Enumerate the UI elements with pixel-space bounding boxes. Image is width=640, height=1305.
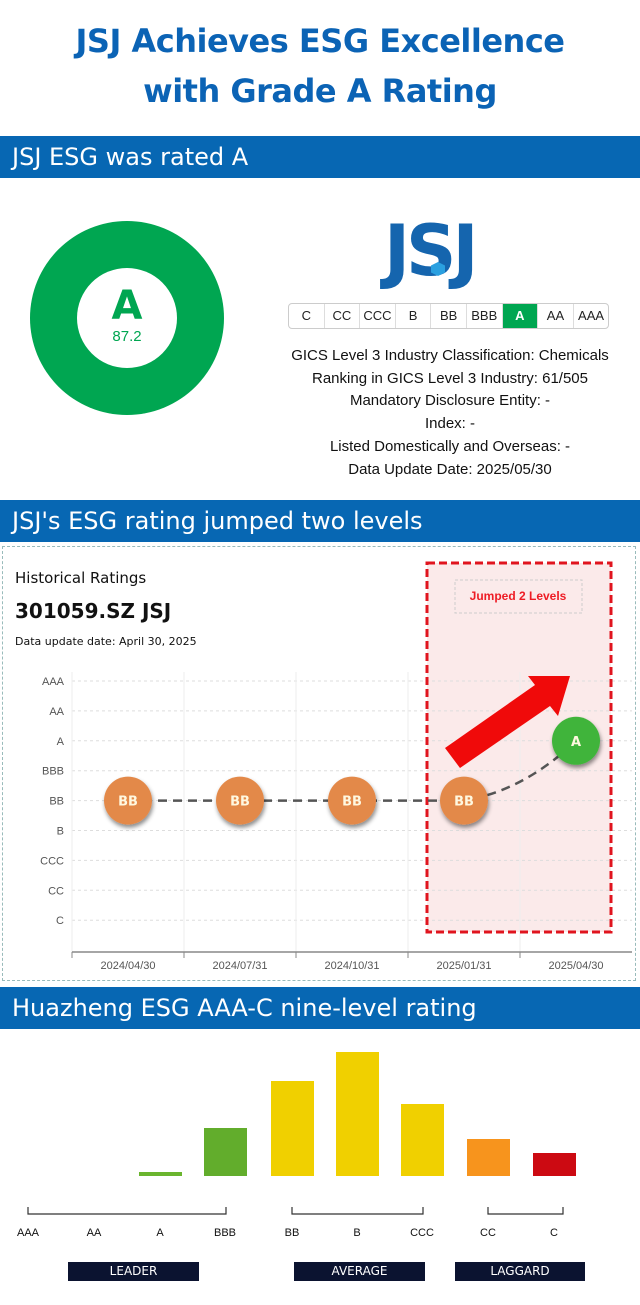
section-heading-jump: JSJ's ESG rating jumped two levels: [0, 500, 640, 542]
bar-a: [139, 1172, 182, 1176]
bar-bb: [271, 1081, 314, 1176]
group-badge-average: AVERAGE: [294, 1262, 425, 1281]
bar-label-bb: BB: [285, 1227, 300, 1239]
chart-title: Historical Ratings: [15, 569, 147, 587]
bar-label-c: C: [550, 1227, 558, 1239]
jsj-logo: JSJ: [384, 210, 478, 292]
group-badge-laggard: LAGGARD: [455, 1262, 585, 1281]
info-line: Index: -: [424, 415, 476, 433]
section-heading-scale: Huazheng ESG AAA-C nine-level rating: [0, 987, 640, 1029]
bar-label-cc: CC: [480, 1227, 496, 1239]
historical-ratings-panel: [2, 546, 636, 981]
rating-scale: C CC CCC B BB BBB A AA AAA: [288, 303, 610, 329]
scale-cell-cc: CC: [325, 304, 361, 328]
group-bracket-laggard: [487, 1207, 564, 1215]
group-bracket-leader: [27, 1207, 227, 1215]
bar-label-bbb: BBB: [214, 1227, 236, 1239]
bar-ccc: [401, 1104, 444, 1176]
bar-b: [336, 1052, 379, 1176]
scale-cell-bb: BB: [431, 304, 467, 328]
info-line: Mandatory Disclosure Entity: -: [349, 392, 551, 410]
info-line: Ranking in GICS Level 3 Industry: 61/505: [312, 369, 588, 387]
bar-label-a: A: [156, 1227, 164, 1239]
section-heading-rating: JSJ ESG was rated A: [0, 136, 640, 178]
stock-label: 301059.SZ JSJ: [15, 599, 172, 623]
company-info: GICS Level 3 Industry Classification: Ch…: [280, 345, 620, 481]
bar-label-b: B: [353, 1227, 360, 1239]
rating-grade: A: [111, 283, 143, 329]
update-date: Data update date: April 30, 2025: [15, 635, 197, 648]
bar-cc: [467, 1139, 510, 1176]
page-title-line2: with Grade A Rating: [143, 72, 497, 110]
bar-bbb: [204, 1128, 247, 1176]
scale-cell-c: C: [289, 304, 325, 328]
rating-ring: A 87.2: [30, 221, 224, 415]
logo-hexagon-icon: [431, 262, 445, 276]
scale-cell-b: B: [396, 304, 432, 328]
info-line: Listed Domestically and Overseas: -: [329, 437, 571, 455]
bar-label-aa: AA: [87, 1227, 102, 1239]
info-line: Data Update Date: 2025/05/30: [348, 460, 552, 478]
scale-cell-bbb: BBB: [467, 304, 503, 328]
group-bracket-average: [291, 1207, 424, 1215]
info-line: GICS Level 3 Industry Classification: Ch…: [291, 347, 609, 364]
page-title-line1: JSJ Achieves ESG Excellence: [75, 22, 565, 60]
bar-label-ccc: CCC: [410, 1227, 434, 1239]
group-badge-leader: LEADER: [68, 1262, 199, 1281]
bar-c: [533, 1153, 576, 1176]
scale-cell-a: A: [502, 304, 539, 328]
scale-cell-aa: AA: [538, 304, 574, 328]
bar-label-aaa: AAA: [17, 1227, 40, 1239]
rating-score: 87.2: [112, 328, 142, 345]
scale-cell-ccc: CCC: [360, 304, 396, 328]
scale-cell-aaa: AAA: [578, 308, 605, 323]
